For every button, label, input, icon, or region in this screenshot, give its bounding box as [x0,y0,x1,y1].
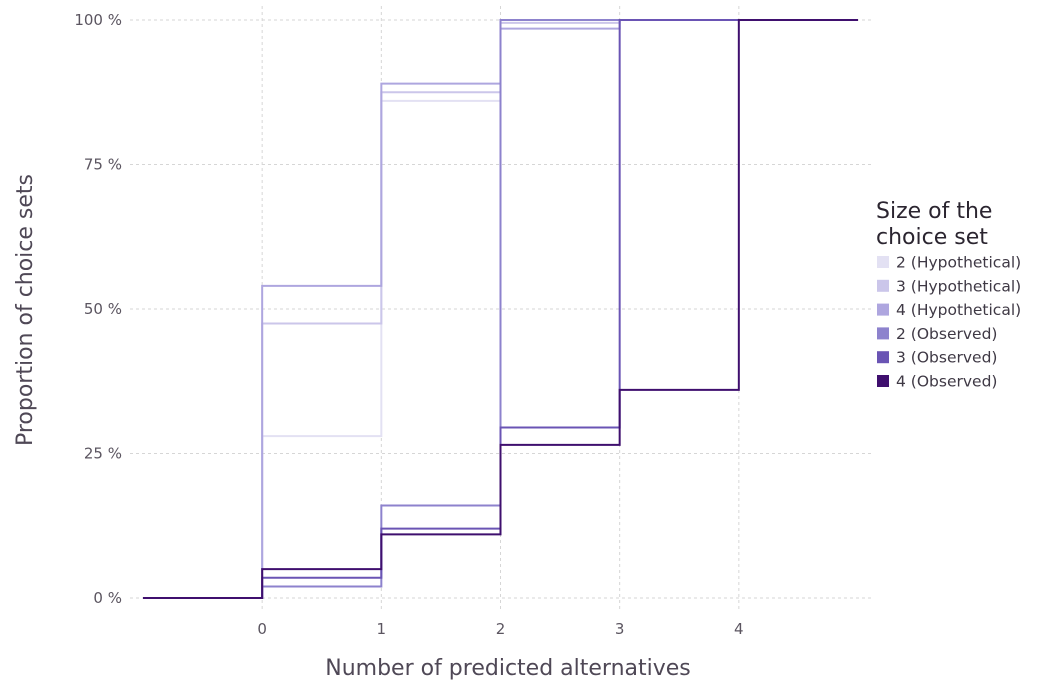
legend-label: 2 (Hypothetical) [896,254,1021,272]
x-tick-label: 1 [377,620,387,638]
y-tick-label: 0 % [93,589,122,607]
legend-swatch [877,279,889,292]
legend-swatch [877,351,889,364]
tick-labels: 0 % 25 % 50 % 75 % 100 % 0 1 2 3 4 [74,11,743,638]
series-lines [143,19,858,599]
legend-swatch [877,327,889,340]
legend-title-line-1: Size of the [876,199,992,224]
x-tick-label: 0 [257,620,267,638]
y-tick-label: 25 % [84,445,122,463]
x-axis-title: Number of predicted alternatives [325,656,691,681]
x-tick-label: 2 [496,620,506,638]
legend-swatch [877,375,889,387]
y-axis-title: Proportion of choice sets [13,174,38,446]
y-tick-label: 75 % [84,156,122,174]
legend-swatch [877,303,889,316]
x-tick-label: 4 [734,620,744,638]
legend-items: 2 (Hypothetical) 3 (Hypothetical) 4 (Hypot… [877,254,1021,391]
x-tick-label: 3 [615,620,625,638]
legend: Size of the choice set 2 (Hypothetical) 3… [876,199,1021,391]
legend-label: 4 (Observed) [896,373,997,391]
legend-swatch [877,256,889,268]
legend-title-line-2: choice set [876,225,988,250]
y-tick-label: 100 % [74,11,122,29]
legend-label: 2 (Observed) [896,325,997,343]
legend-label: 4 (Hypothetical) [896,301,1021,319]
y-tick-label: 50 % [84,300,122,318]
legend-label: 3 (Hypothetical) [896,277,1021,295]
series-line-6 [143,19,858,599]
legend-label: 3 (Observed) [896,349,997,367]
